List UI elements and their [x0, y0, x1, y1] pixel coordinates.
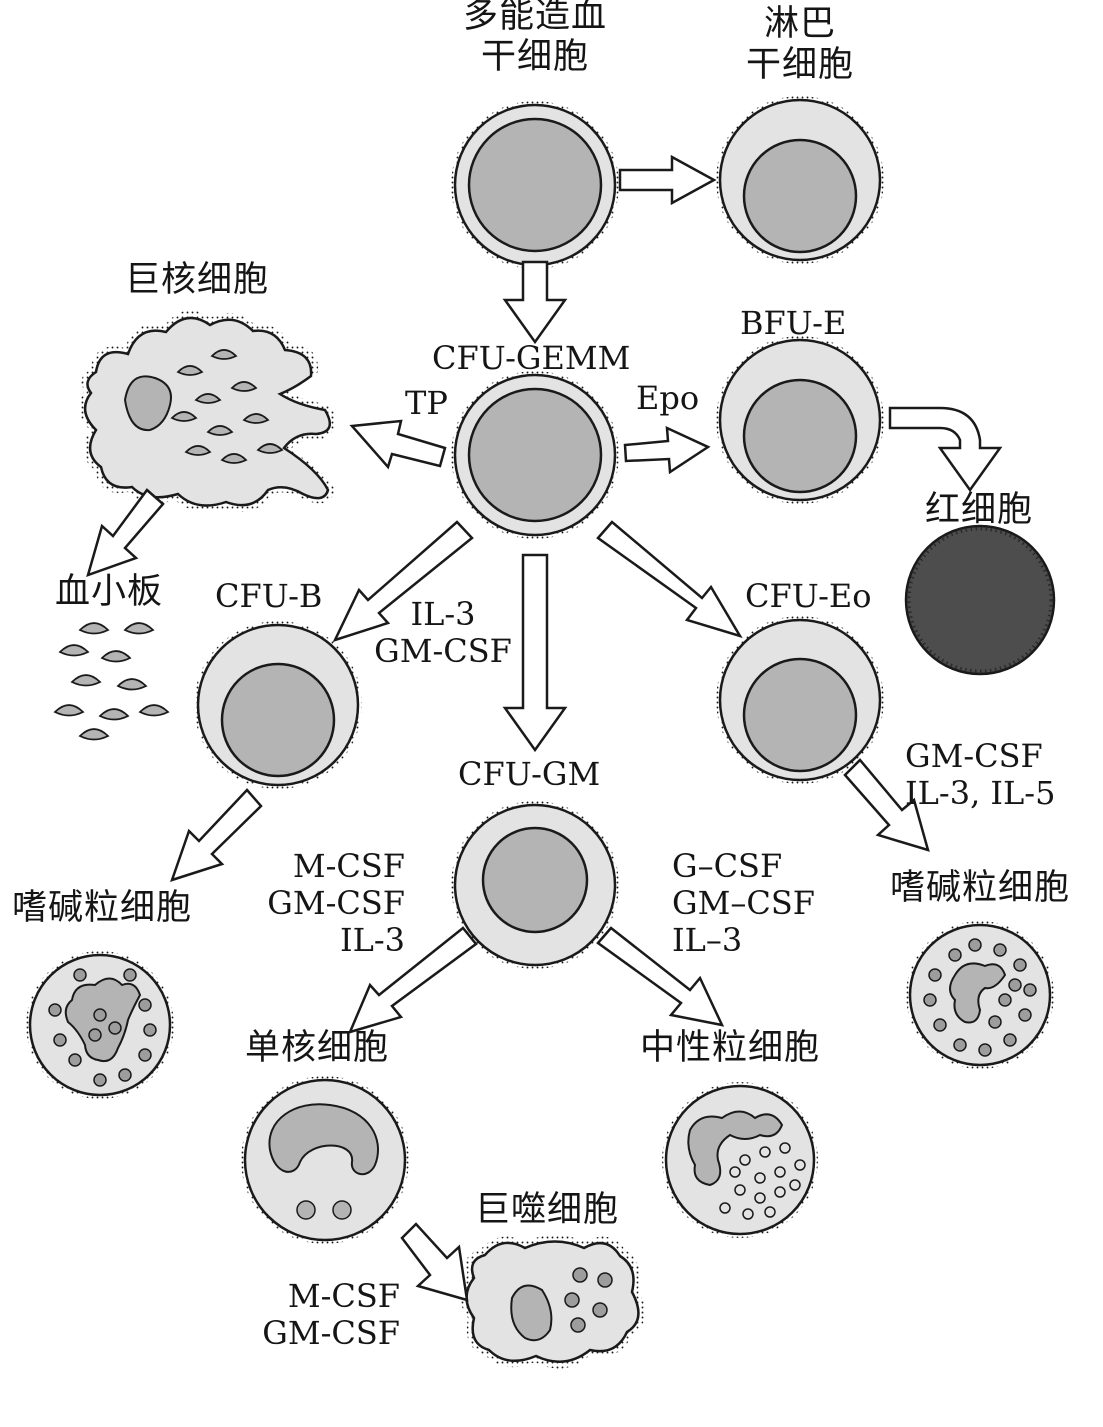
pluripotent-stem-cell-label-line1: 多能造血 — [462, 0, 607, 36]
cfu-eo-factors-line1: GM-CSF — [905, 737, 1043, 775]
arrows — [86, 154, 1003, 1302]
lymphoid-stem-cell — [716, 96, 884, 264]
macro-factors-line2: GM-CSF — [262, 1314, 400, 1353]
pluripotent-stem-cell-label-line2: 干细胞 — [480, 36, 589, 77]
cfu-b-label: CFU-B — [215, 577, 323, 615]
mono-factors-line2: GM-CSF — [267, 884, 405, 923]
cfu-eo-factors-label: GM-CSF IL-3, IL-5 — [905, 737, 1056, 813]
lymphoid-stem-cell-label-line2: 干细胞 — [745, 44, 854, 85]
bfu-e-cell — [716, 336, 884, 504]
erythrocyte-cell — [904, 524, 1056, 676]
cfu-gemm-label: CFU-GEMM — [432, 339, 631, 377]
monocyte-cell — [241, 1076, 409, 1244]
basophil-cell — [26, 951, 174, 1099]
arrow-to-megakaryocyte — [349, 419, 447, 470]
arrow-to-cfu-gemm — [502, 260, 568, 345]
neutrophil-cell — [662, 1082, 818, 1238]
neutro-factors-label: G–CSF GM–CSF IL–3 — [672, 847, 815, 960]
arrow-to-macrophage — [400, 1222, 469, 1302]
basophil-label: 嗜碱粒细胞 — [12, 888, 193, 928]
platelets-label: 血小板 — [55, 572, 164, 612]
pluripotent-stem-cell-label: 多能造血 干细胞 — [450, 0, 620, 77]
bfu-e-label: BFU-E — [740, 304, 847, 342]
arrow-to-platelets — [86, 488, 165, 577]
platelets — [53, 622, 170, 741]
cfu-eo-factors-line2: IL-3, IL-5 — [905, 774, 1056, 813]
arrow-to-cfu-eo — [596, 520, 743, 639]
mono-factors-label: M-CSF GM-CSF IL-3 — [240, 847, 405, 960]
arrow-to-neutrophil — [596, 926, 725, 1027]
neutro-factors-line1: G–CSF — [672, 847, 783, 885]
arrow-to-eosinophil — [843, 758, 930, 852]
arrow-to-cfu-b — [332, 520, 474, 643]
neutro-factors-line2: GM–CSF — [672, 884, 815, 923]
arrow-to-erythrocyte — [888, 406, 1003, 493]
il3-gmcsf-label-line2: GM-CSF — [374, 632, 512, 671]
macrophage-label: 巨噬细胞 — [475, 1190, 620, 1230]
eosinophil-label: 嗜碱粒细胞 — [890, 868, 1071, 908]
tp-label: TP — [405, 384, 448, 422]
megakaryocyte-label: 巨核细胞 — [125, 260, 270, 300]
cfu-gm-cell — [451, 801, 619, 969]
cfu-eo-cell — [716, 616, 884, 784]
monocyte-label: 单核细胞 — [245, 1028, 390, 1068]
macro-factors-line1: M-CSF — [287, 1277, 400, 1315]
arrow-to-lymphoid — [618, 154, 717, 206]
il3-gmcsf-label: IL-3 GM-CSF — [368, 595, 518, 671]
arrow-to-monocyte — [347, 926, 478, 1034]
cfu-eo-label: CFU-Eo — [745, 577, 872, 615]
pluripotent-stem-cell — [451, 101, 619, 269]
mono-factors-line3: IL-3 — [339, 921, 405, 960]
cfu-gm-label: CFU-GM — [458, 755, 601, 793]
cfu-b-cell — [194, 621, 362, 789]
eosinophil-cell — [906, 921, 1054, 1069]
epo-label: Epo — [636, 379, 700, 417]
arrow-to-basophil — [169, 788, 263, 882]
neutrophil-label: 中性粒细胞 — [640, 1028, 821, 1068]
macro-factors-label: M-CSF GM-CSF — [240, 1277, 400, 1353]
macrophage-cell — [460, 1235, 646, 1369]
lymphoid-stem-cell-label: 淋巴 干细胞 — [730, 4, 870, 85]
cfu-gemm-cell — [451, 371, 619, 539]
arrow-to-bfu-e — [623, 425, 711, 475]
neutro-factors-line3: IL–3 — [672, 921, 743, 960]
arrow-to-cfu-gm — [502, 553, 568, 753]
il3-gmcsf-label-line1: IL-3 — [410, 595, 476, 633]
erythrocyte-label: 红细胞 — [925, 490, 1034, 530]
megakaryocyte-cell — [78, 310, 336, 512]
mono-factors-line1: M-CSF — [292, 847, 405, 885]
lymphoid-stem-cell-label-line1: 淋巴 — [763, 4, 836, 44]
